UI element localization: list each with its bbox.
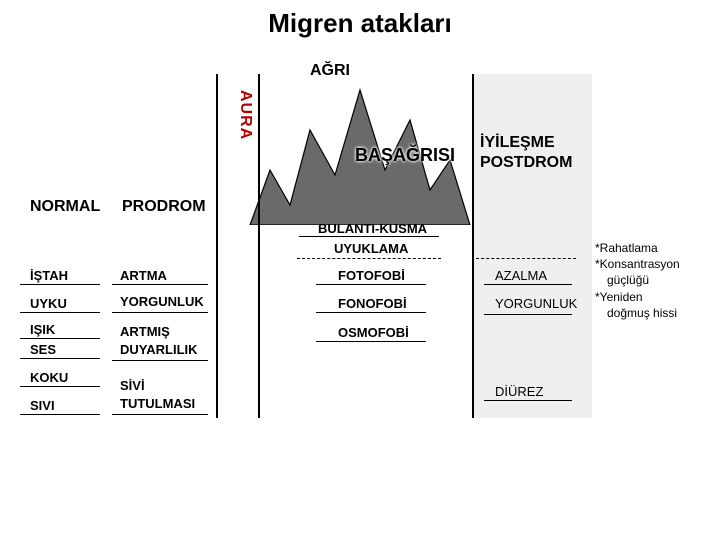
divider-line: [297, 258, 441, 260]
divider-line: [484, 284, 572, 285]
mid-yorgunluk: YORGUNLUK: [120, 294, 204, 309]
mid-duyarlilik: DUYARLILIK: [120, 342, 198, 357]
center-bulanti: BULANTI-KUSMA: [318, 221, 427, 236]
bullet-3: güçlüğü: [595, 272, 680, 288]
phase-basagrisi: BAŞAĞRISI: [355, 145, 455, 166]
label-agri: AĞRI: [310, 62, 350, 80]
center-uyuklama: UYUKLAMA: [334, 241, 408, 256]
divider-line: [476, 258, 576, 260]
divider-line: [112, 312, 208, 313]
phase-band: [472, 74, 592, 418]
divider-line: [316, 284, 426, 285]
divider-line: [20, 414, 100, 415]
phase-postdrom: POSTDROM: [480, 154, 572, 172]
phase-iyilesme: İYİLEŞME: [480, 134, 555, 152]
center-fonofobi: FONOFOBİ: [338, 296, 407, 311]
divider-line: [484, 314, 572, 315]
phase-divider: [258, 74, 260, 418]
label-aura: AURA: [236, 90, 254, 140]
divider-line: [20, 284, 100, 285]
left-ses: SES: [30, 342, 56, 357]
center-osmofobi: OSMOFOBİ: [338, 325, 409, 340]
divider-line: [20, 338, 100, 339]
bullet-5: doğmuş hissi: [595, 305, 680, 321]
center-fotofobi: FOTOFOBİ: [338, 268, 405, 283]
divider-line: [20, 386, 100, 387]
bullet-4: *Yeniden: [595, 289, 680, 305]
bullet-1: *Rahatlama: [595, 240, 680, 256]
left-koku: KOKU: [30, 370, 68, 385]
divider-line: [316, 341, 426, 342]
divider-line: [20, 358, 100, 359]
phase-divider: [216, 74, 218, 418]
right-yorgunluk: YORGUNLUK: [495, 296, 577, 311]
phase-divider: [472, 74, 474, 418]
phase-normal: NORMAL: [30, 198, 100, 216]
divider-line: [20, 312, 100, 313]
divider-line: [299, 236, 439, 237]
left-sivi: SIVI: [30, 398, 55, 413]
mid-tutulmasi: TUTULMASI: [120, 396, 195, 411]
left-isik: IŞIK: [30, 322, 55, 337]
mid-artmis: ARTMIŞ: [120, 324, 170, 339]
divider-line: [112, 360, 208, 361]
left-istah: İŞTAH: [30, 268, 68, 283]
recovery-bullets: *Rahatlama *Konsantrasyon güçlüğü *Yenid…: [595, 240, 680, 321]
divider-line: [112, 414, 208, 415]
phase-prodrom: PRODROM: [122, 198, 206, 216]
mid-artma: ARTMA: [120, 268, 167, 283]
divider-line: [484, 400, 572, 401]
page-title: Migren atakları: [0, 8, 720, 39]
right-azalma: AZALMA: [495, 268, 547, 283]
divider-line: [316, 312, 426, 313]
bullet-2: *Konsantrasyon: [595, 256, 680, 272]
right-diurez: DİÜREZ: [495, 384, 543, 399]
divider-line: [112, 284, 208, 285]
mid-sivi: SİVİ: [120, 378, 145, 393]
left-uyku: UYKU: [30, 296, 67, 311]
